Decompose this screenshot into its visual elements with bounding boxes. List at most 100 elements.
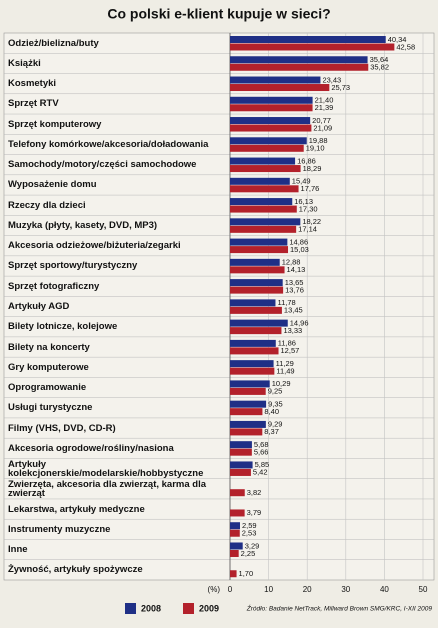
category-label: Instrumenty muzyczne — [8, 523, 111, 535]
value-label: 16,13 — [294, 197, 313, 206]
value-label: 1,70 — [239, 569, 254, 578]
category-label-box: Książki — [8, 57, 41, 69]
value-label: 15,03 — [290, 245, 309, 254]
bar — [230, 522, 240, 530]
category-label-box: Zwierzęta, akcesoria dla zwierząt, karma… — [8, 478, 207, 499]
category-label: Sprzęt RTV — [8, 98, 59, 110]
bar — [230, 339, 276, 347]
bar — [230, 420, 266, 428]
value-label: 42,58 — [396, 42, 415, 51]
bar — [230, 205, 297, 213]
value-label: 17,30 — [299, 204, 318, 213]
category-label: Artykuły kolekcjonerskie/modelarskie/hob… — [8, 458, 204, 479]
legend-label: 2008 — [141, 603, 161, 613]
bar — [230, 104, 313, 112]
category-label: Kosmetyki — [8, 78, 57, 90]
x-tick-label: 50 — [419, 585, 428, 594]
value-label: 23,43 — [322, 75, 341, 84]
bar — [230, 347, 279, 355]
bar — [230, 218, 301, 226]
bar — [230, 319, 288, 327]
bar — [230, 279, 283, 287]
category-label-box: Akcesoria odzieżowe/biżuteria/zegarki — [8, 241, 181, 251]
category-label-box: Telefony komórkowe/akcesoria/doładowania — [8, 140, 208, 150]
legend-label: 2009 — [199, 603, 219, 613]
category-label: Muzyka (płyty, kasety, DVD, MP3) — [8, 219, 158, 231]
bar — [230, 468, 251, 476]
category-label-box: Rzeczy dla dzieci — [8, 199, 86, 211]
category-label: Lekarstwa, artykuły medyczne — [8, 503, 145, 515]
bar — [230, 96, 313, 104]
category-label-box: Filmy (VHS, DVD, CD-R) — [8, 422, 116, 434]
bar — [230, 63, 369, 71]
bar — [230, 76, 321, 84]
bar — [230, 400, 267, 408]
value-label: 21,40 — [315, 96, 334, 105]
x-axis-label: (%) — [208, 585, 221, 594]
x-tick-label: 40 — [380, 585, 389, 594]
category-label: Sprzęt sportowy/turystyczny — [8, 260, 138, 272]
source: Źródło: Badanie NetTrack, Millward Brown… — [246, 604, 433, 613]
value-label: 13,33 — [283, 326, 302, 335]
category-label-box: Samochody/motory/części samochodowe — [8, 159, 197, 171]
bar — [230, 441, 252, 449]
value-label: 3,29 — [245, 541, 260, 550]
category-label: Książki — [8, 57, 41, 69]
category-label-box: Instrumenty muzyczne — [8, 523, 111, 535]
value-label: 12,57 — [281, 346, 300, 355]
value-label: 25,73 — [331, 83, 350, 92]
category-label: Odzież/bielizna/buty — [8, 37, 99, 49]
category-label: Filmy (VHS, DVD, CD-R) — [8, 422, 116, 434]
bar — [230, 360, 274, 368]
category-label-box: Artykuły AGD — [8, 302, 69, 312]
category-label-box: Artykuły kolekcjonerskie/modelarskie/hob… — [8, 458, 204, 479]
value-label: 17,76 — [301, 184, 320, 193]
bar — [230, 428, 263, 436]
bar — [230, 137, 307, 145]
value-label: 2,53 — [242, 529, 257, 538]
value-label: 21,39 — [315, 103, 334, 112]
value-label: 35,64 — [370, 55, 389, 64]
value-label: 20,77 — [312, 116, 331, 125]
value-label: 18,29 — [303, 164, 322, 173]
value-label: 2,59 — [242, 521, 257, 530]
bar — [230, 84, 330, 92]
category-label: Sprzęt komputerowy — [8, 118, 102, 130]
bar — [230, 306, 282, 314]
category-label: Rzeczy dla dzieci — [8, 199, 86, 211]
value-label: 19,10 — [306, 144, 325, 153]
category-label: Samochody/motory/części samochodowe — [8, 159, 197, 171]
category-label: Sprzęt fotograficzny — [8, 280, 100, 292]
value-label: 10,29 — [272, 379, 291, 388]
category-label: Wyposażenie domu — [8, 179, 97, 191]
category-label-box: Inne — [8, 545, 28, 555]
bar — [230, 549, 239, 557]
bar — [230, 380, 270, 388]
value-label: 11,49 — [276, 366, 294, 375]
category-label: Zwierzęta, akcesoria dla zwierząt, karma… — [8, 478, 207, 499]
bar — [230, 286, 284, 294]
bar — [230, 299, 276, 307]
value-label: 14,96 — [290, 318, 309, 327]
value-label: 11,78 — [277, 298, 295, 307]
category-label-box: Bilety lotnicze, kolejowe — [8, 321, 118, 333]
x-tick-label: 10 — [264, 585, 273, 594]
bar — [230, 529, 240, 537]
chart-title: Co polski e-klient kupuje w sieci? — [107, 6, 330, 22]
legend-swatch — [183, 603, 194, 614]
legend-swatch — [125, 603, 136, 614]
value-label: 19,88 — [309, 136, 328, 145]
x-tick-label: 30 — [341, 585, 350, 594]
category-label-box: Sprzęt sportowy/turystyczny — [8, 260, 138, 272]
category-label: Bilety lotnicze, kolejowe — [8, 321, 118, 333]
value-label: 9,25 — [268, 387, 283, 396]
bar — [230, 246, 289, 254]
category-label-box: Lekarstwa, artykuły medyczne — [8, 503, 145, 515]
category-label: Żywność, artykuły spożywcze — [8, 564, 143, 576]
value-label: 3,82 — [247, 488, 262, 497]
category-label-box: Muzyka (płyty, kasety, DVD, MP3) — [8, 219, 158, 231]
bar — [230, 43, 395, 51]
category-label: Gry komputerowe — [8, 361, 89, 373]
